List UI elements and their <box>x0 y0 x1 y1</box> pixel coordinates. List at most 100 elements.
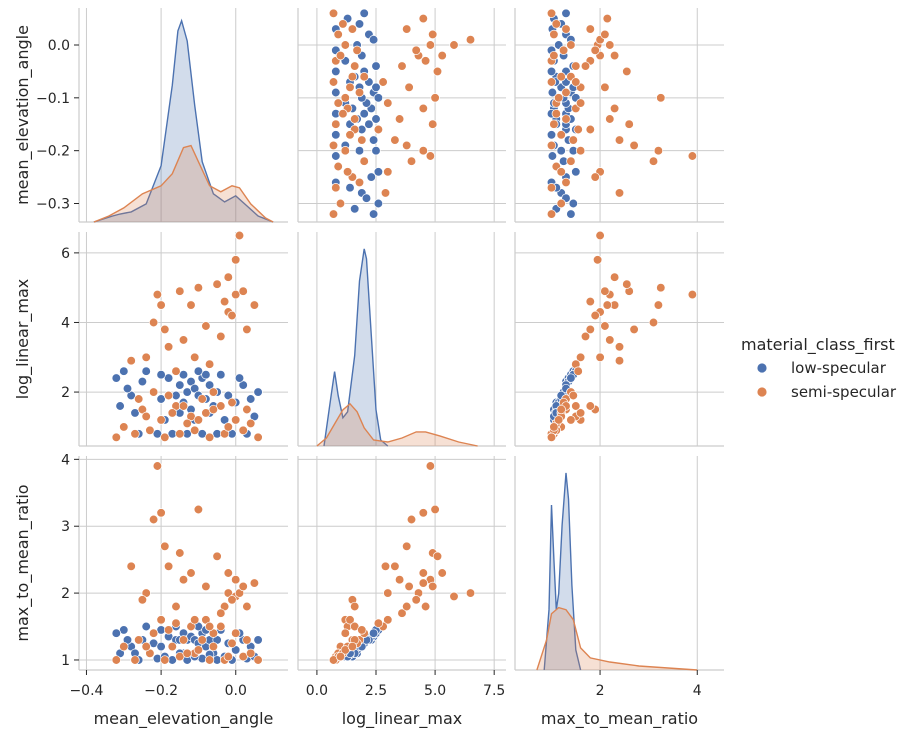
scatter-point-low-specular <box>547 87 558 98</box>
scatter-point-semi-specular <box>609 103 620 114</box>
scatter-point-semi-specular <box>345 130 355 140</box>
scatter-point-semi-specular <box>175 286 185 296</box>
y-tick-label: −0.2 <box>36 144 70 160</box>
scatter-point-semi-specular <box>624 119 634 129</box>
scatter-point-semi-specular <box>571 401 581 411</box>
scatter-point-semi-specular <box>402 24 412 34</box>
scatter-point-semi-specular <box>605 335 615 345</box>
scatter-point-semi-specular <box>406 156 417 166</box>
legend-label-semi-specular: semi-specular <box>791 383 897 401</box>
scatter-point-low-specular <box>197 429 207 439</box>
scatter-point-semi-specular <box>614 188 625 198</box>
scatter-point-semi-specular <box>605 40 615 50</box>
scatter-point-semi-specular <box>178 401 189 411</box>
scatter-point-semi-specular <box>556 167 566 177</box>
scatter-point-low-specular <box>561 8 571 18</box>
axis-labels: mean_elevation_angle log_linear_max max_to… <box>13 25 698 729</box>
scatter-point-semi-specular <box>383 98 393 108</box>
scatter-point-semi-specular <box>575 408 586 418</box>
x-tick-label: 0.0 <box>225 683 247 699</box>
scatter-point-semi-specular <box>568 390 578 401</box>
scatter-point-semi-specular <box>354 177 365 188</box>
scatter-point-semi-specular <box>201 581 211 592</box>
scatter-point-low-specular <box>371 114 381 124</box>
scatter-point-low-specular <box>141 366 151 376</box>
scatter-point-semi-specular <box>566 40 576 50</box>
scatter-point-semi-specular <box>130 655 140 665</box>
scatter-point-low-specular <box>366 172 376 182</box>
scatter-point-low-specular <box>368 628 379 638</box>
legend-title: material_class_first <box>741 335 895 355</box>
scatter-point-low-specular <box>364 119 374 129</box>
scatter-point-low-specular <box>345 183 355 193</box>
scatter-point-low-specular <box>371 146 381 156</box>
scatter-point-low-specular <box>368 35 379 45</box>
scatter-point-semi-specular <box>328 140 339 151</box>
y-tick-label: −0.1 <box>36 91 70 107</box>
scatter-point-semi-specular <box>338 109 348 119</box>
scatter-point-semi-specular <box>335 651 346 662</box>
scatter-point-semi-specular <box>219 296 230 307</box>
scatter-point-semi-specular <box>204 432 215 442</box>
scatter-point-semi-specular <box>465 35 476 45</box>
scatter-point-semi-specular <box>212 551 222 561</box>
y-axis-label-mean_elevation_angle: mean_elevation_angle <box>13 25 33 205</box>
scatter-point-semi-specular <box>119 422 129 432</box>
scatter-point-semi-specular <box>648 317 659 328</box>
scatter-point-semi-specular <box>378 77 388 87</box>
scatter-point-semi-specular <box>359 72 369 82</box>
scatter-point-semi-specular <box>430 504 440 515</box>
scatter-point-semi-specular <box>238 286 248 296</box>
scatter-point-semi-specular <box>602 13 612 24</box>
scatter-point-semi-specular <box>609 272 620 282</box>
scatter-point-semi-specular <box>163 390 174 401</box>
scatter-point-semi-specular <box>556 404 566 415</box>
scatter-point-semi-specular <box>246 648 256 658</box>
legend-label-low-specular: low-specular <box>791 359 887 377</box>
scatter-point-semi-specular <box>418 568 428 578</box>
scatter-point-semi-specular <box>554 415 564 425</box>
scatter-point-semi-specular <box>551 19 561 29</box>
scatter-point-semi-specular <box>437 568 447 578</box>
scatter-point-semi-specular <box>231 575 241 585</box>
scatter-point-low-specular <box>354 19 365 29</box>
scatter-point-semi-specular <box>585 296 595 307</box>
scatter-point-semi-specular <box>430 93 440 103</box>
scatter-point-semi-specular <box>554 93 564 103</box>
kde-area-low-specular <box>544 472 581 670</box>
scatter-point-semi-specular <box>208 404 219 415</box>
kde-line-low-specular <box>93 18 274 223</box>
scatter-point-low-specular <box>193 366 204 376</box>
legend-marker-semi-specular <box>756 386 768 398</box>
scatter-point-semi-specular <box>223 568 233 578</box>
scatter-point-semi-specular <box>190 615 200 625</box>
y-tick-label: 4 <box>61 452 70 468</box>
scatter-point-semi-specular <box>561 24 571 34</box>
scatter-point-low-specular <box>122 383 133 394</box>
scatter-point-semi-specular <box>656 93 666 103</box>
panel-log_linear_max-vs-log_linear_max <box>297 232 506 447</box>
scatter-point-semi-specular <box>373 618 384 628</box>
scatter-point-semi-specular <box>373 124 384 135</box>
scatter-point-semi-specular <box>418 146 428 156</box>
scatter-point-semi-specular <box>602 300 612 310</box>
scatter-point-semi-specular <box>402 601 412 612</box>
scatter-point-low-specular <box>111 373 121 383</box>
scatter-point-semi-specular <box>653 300 664 310</box>
scatter-point-semi-specular <box>595 230 605 241</box>
scatter-point-semi-specular <box>145 425 155 435</box>
x-tick-label: −0.2 <box>144 683 178 699</box>
scatter-point-semi-specular <box>383 167 393 177</box>
scatter-point-semi-specular <box>163 342 174 352</box>
scatter-point-semi-specular <box>148 628 159 638</box>
scatter-point-semi-specular <box>449 591 459 602</box>
scatter-point-semi-specular <box>383 588 393 598</box>
scatter-point-semi-specular <box>204 359 215 369</box>
scatter-point-semi-specular <box>428 581 438 592</box>
scatter-point-semi-specular <box>231 415 241 425</box>
scatter-point-semi-specular <box>347 72 358 82</box>
scatter-point-low-specular <box>368 209 379 219</box>
